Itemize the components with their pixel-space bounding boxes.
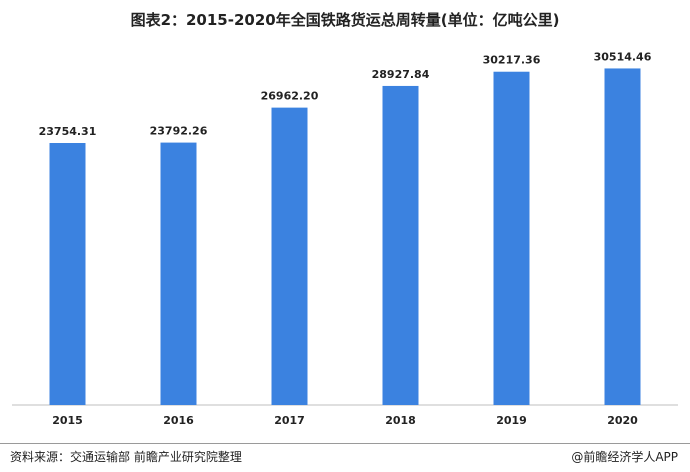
source-note: 资料来源：交通运输部 前瞻产业研究院整理 [10, 450, 242, 464]
x-tick-label-2020: 2020 [607, 414, 638, 427]
data-label-2018: 28927.84 [372, 68, 430, 81]
brand-credit: @前瞻经济学人APP [571, 450, 678, 464]
data-label-2019: 30217.36 [483, 54, 541, 67]
bar-2018 [382, 85, 419, 406]
x-tick-label-2016: 2016 [163, 414, 194, 427]
x-tick-label-2015: 2015 [52, 414, 83, 427]
bar-2020 [604, 68, 641, 406]
x-tick-label-2018: 2018 [385, 414, 416, 427]
bar-2019 [493, 71, 530, 406]
chart-title: 图表2：2015-2020年全国铁路货运总周转量(单位：亿吨公里) [130, 11, 560, 29]
bar-2017 [271, 107, 308, 405]
x-tick-label-2019: 2019 [496, 414, 527, 427]
x-tick-label-2017: 2017 [274, 414, 305, 427]
data-label-2017: 26962.20 [261, 90, 319, 103]
data-label-2020: 30514.46 [594, 50, 652, 63]
footer: 资料来源：交通运输部 前瞻产业研究院整理 @前瞻经济学人APP [0, 443, 690, 468]
bar-2015 [49, 143, 86, 405]
bar-chart: 23754.31 2015 23792.26 2016 26962.20 2017 2892… [12, 50, 678, 427]
data-label-2015: 23754.31 [39, 125, 97, 138]
data-label-2016: 23792.26 [150, 125, 208, 138]
bar-2016 [160, 142, 197, 405]
